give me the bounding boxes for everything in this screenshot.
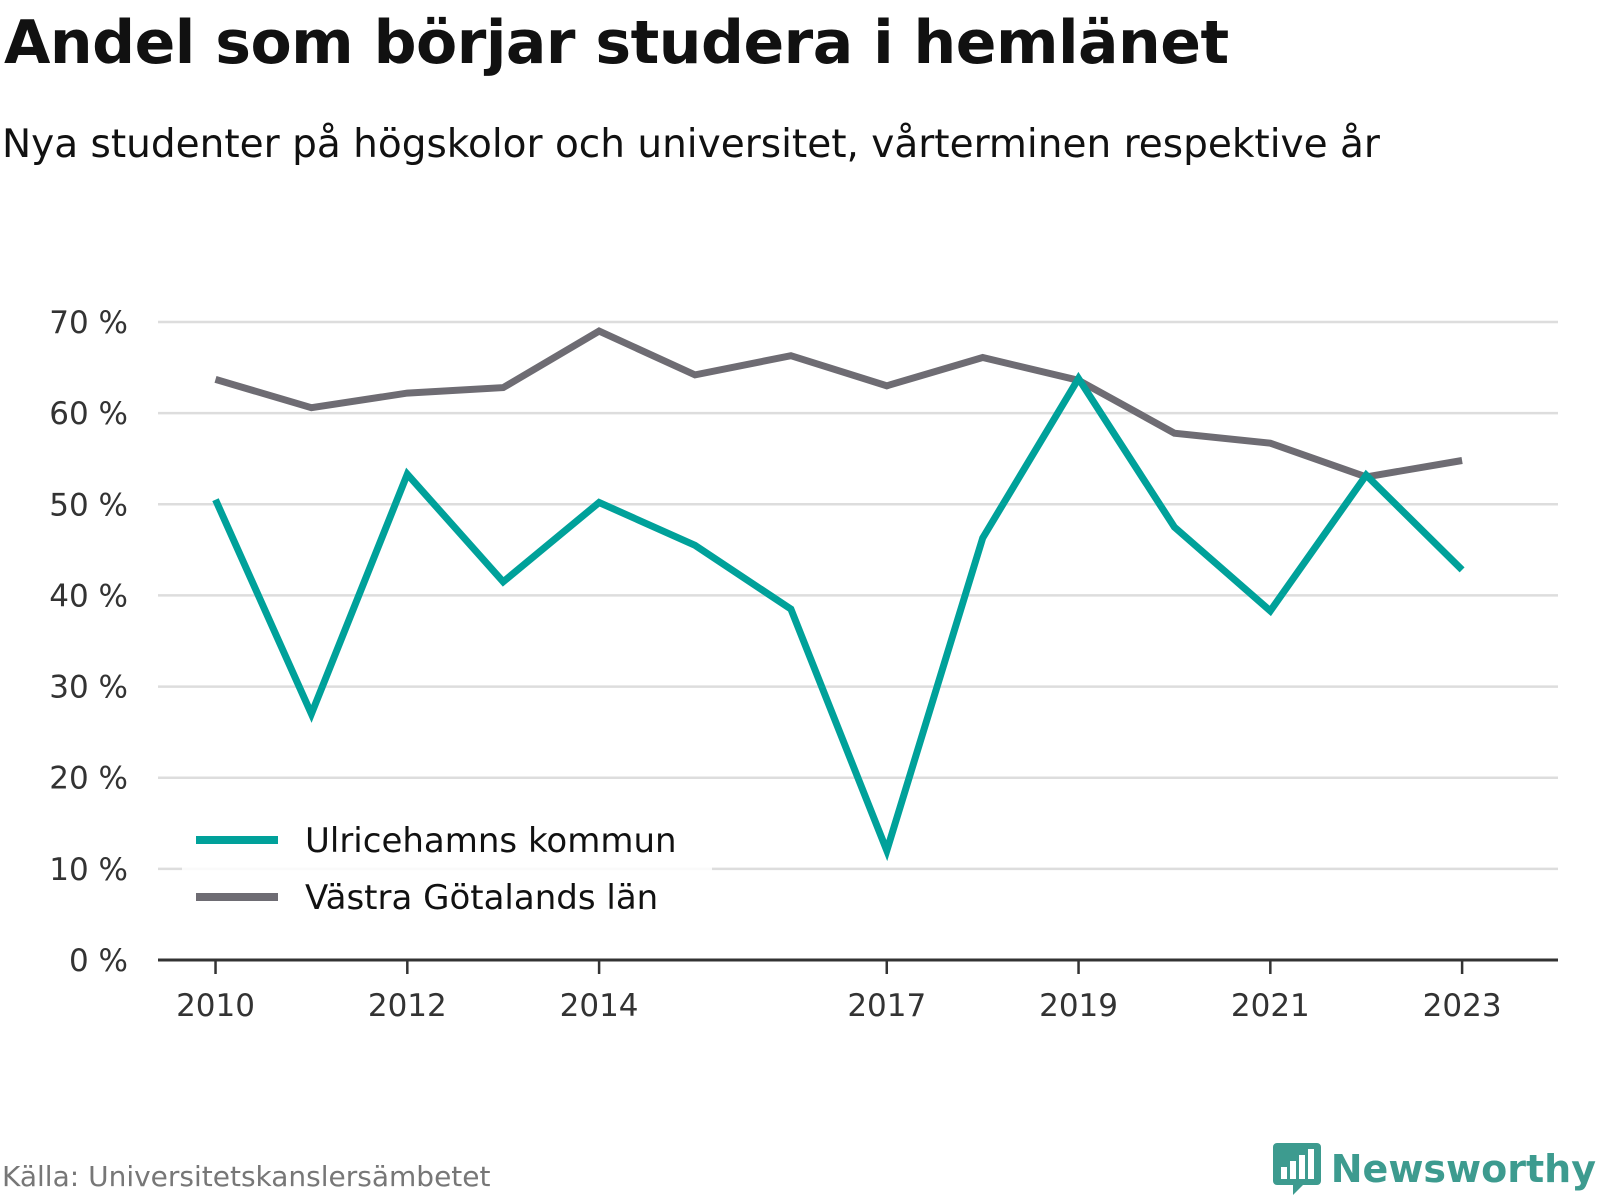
bar-chart-speech-bubble-icon <box>1272 1143 1321 1195</box>
chart-subtitle: Nya studenter på högskolor och universit… <box>2 122 1380 167</box>
y-tick-label: 20 % <box>49 761 128 797</box>
y-tick-label: 0 % <box>69 943 128 979</box>
y-tick-label: 50 % <box>49 487 128 523</box>
legend-label: Ulricehamns kommun <box>305 821 677 861</box>
y-tick-label: 60 % <box>49 396 128 432</box>
legend: Ulricehamns kommun Västra Götalands län <box>182 805 712 918</box>
y-tick-label: 40 % <box>49 578 128 614</box>
x-tick-label: 2021 <box>1231 988 1310 1024</box>
series-lines <box>212 327 1465 862</box>
x-tick-label: 2012 <box>368 988 447 1024</box>
x-tick-label: 2010 <box>176 988 255 1024</box>
chart-title: Andel som börjar studera i hemlänet <box>4 8 1229 78</box>
brand-logo: Newsworthy <box>1272 1143 1596 1195</box>
x-tick-label: 2023 <box>1423 988 1502 1024</box>
series-line-1 <box>214 327 1463 481</box>
x-tick-label: 2017 <box>847 988 926 1024</box>
y-tick-label: 10 % <box>49 852 128 888</box>
brand-name: Newsworthy <box>1330 1147 1596 1191</box>
y-tick-label: 30 % <box>49 670 128 706</box>
y-axis-ticks: 0 % 10 % 20 % 30 % 40 % 50 % 60 % 70 % <box>49 305 128 979</box>
source-note: Källa: Universitetskanslersämbetet <box>2 1160 491 1193</box>
legend-label: Västra Götalands län <box>305 878 658 918</box>
x-tick-label: 2019 <box>1039 988 1118 1024</box>
series-line-0 <box>212 371 1465 862</box>
x-axis-ticks: 2010 2012 2014 2017 2019 2021 2023 <box>176 960 1502 1024</box>
grid-lines <box>158 320 1558 962</box>
y-tick-label: 70 % <box>49 305 128 341</box>
x-tick-label: 2014 <box>560 988 639 1024</box>
